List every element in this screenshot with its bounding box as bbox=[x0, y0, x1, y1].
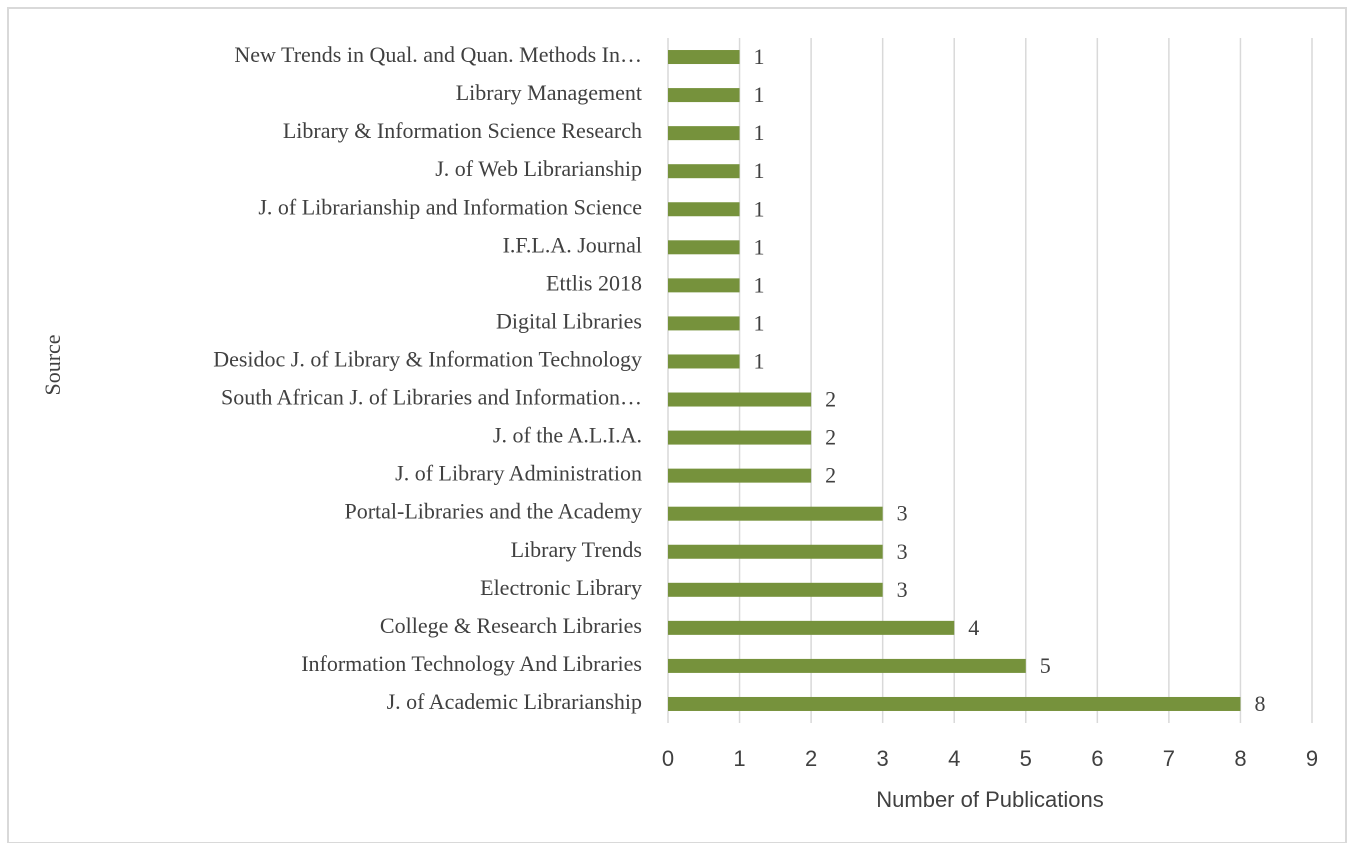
y-tick-label: Library & Information Science Research bbox=[283, 118, 642, 143]
bar bbox=[668, 620, 955, 635]
bar bbox=[668, 658, 1026, 673]
data-label: 1 bbox=[754, 196, 765, 221]
x-tick-label: 1 bbox=[733, 746, 745, 771]
x-tick-label: 6 bbox=[1091, 746, 1103, 771]
y-tick-label: J. of Web Librarianship bbox=[435, 156, 642, 181]
bar bbox=[668, 50, 740, 65]
bar bbox=[668, 240, 740, 255]
data-label: 1 bbox=[754, 82, 765, 107]
bar bbox=[668, 506, 883, 521]
x-axis-label: Number of Publications bbox=[876, 787, 1103, 812]
data-label: 3 bbox=[897, 539, 908, 564]
x-tick-label: 8 bbox=[1234, 746, 1246, 771]
data-label: 1 bbox=[754, 44, 765, 69]
data-label: 5 bbox=[1040, 653, 1051, 678]
data-label: 1 bbox=[754, 349, 765, 374]
data-label: 1 bbox=[754, 234, 765, 259]
x-tick-label: 3 bbox=[877, 746, 889, 771]
bar bbox=[668, 164, 740, 179]
bar bbox=[668, 88, 740, 103]
data-label: 2 bbox=[825, 387, 836, 412]
y-tick-label: Information Technology And Libraries bbox=[301, 651, 642, 676]
data-label: 4 bbox=[968, 615, 979, 640]
data-label: 1 bbox=[754, 120, 765, 145]
x-tick-label: 9 bbox=[1306, 746, 1318, 771]
y-tick-label: Digital Libraries bbox=[496, 308, 642, 333]
y-tick-label: Library Trends bbox=[511, 537, 642, 562]
bar bbox=[668, 468, 812, 483]
x-tick-label: 2 bbox=[805, 746, 817, 771]
x-tick-label: 7 bbox=[1163, 746, 1175, 771]
data-label: 1 bbox=[754, 158, 765, 183]
y-tick-label: Ettlis 2018 bbox=[546, 270, 642, 295]
y-tick-label: J. of Library Administration bbox=[395, 461, 642, 486]
x-tick-label: 0 bbox=[662, 746, 674, 771]
y-axis-label: Source bbox=[40, 334, 65, 395]
data-label: 2 bbox=[825, 425, 836, 450]
bar bbox=[668, 544, 883, 559]
bar bbox=[668, 430, 812, 445]
y-tick-label: J. of the A.L.I.A. bbox=[493, 423, 642, 448]
bar bbox=[668, 126, 740, 141]
data-label: 3 bbox=[897, 577, 908, 602]
x-tick-label: 4 bbox=[948, 746, 960, 771]
y-tick-label: Desidoc J. of Library & Information Tech… bbox=[213, 347, 642, 372]
chart-frame bbox=[7, 7, 1347, 843]
bar bbox=[668, 278, 740, 293]
bar bbox=[668, 316, 740, 331]
bar bbox=[668, 696, 1241, 711]
y-tick-label: Library Management bbox=[456, 80, 642, 105]
y-tick-label: J. of Librarianship and Information Scie… bbox=[258, 194, 642, 219]
data-label: 2 bbox=[825, 463, 836, 488]
y-tick-label: New Trends in Qual. and Quan. Methods In… bbox=[234, 42, 642, 67]
bar bbox=[668, 202, 740, 217]
y-tick-label: Portal-Libraries and the Academy bbox=[344, 499, 642, 524]
y-tick-label: College & Research Libraries bbox=[380, 613, 642, 638]
x-tick-label: 5 bbox=[1020, 746, 1032, 771]
bar bbox=[668, 354, 740, 369]
data-label: 8 bbox=[1254, 691, 1265, 716]
y-tick-label: I.F.L.A. Journal bbox=[503, 232, 642, 257]
data-label: 1 bbox=[754, 310, 765, 335]
y-tick-label: South African J. of Libraries and Inform… bbox=[221, 385, 642, 410]
bar bbox=[668, 582, 883, 597]
y-tick-label: J. of Academic Librarianship bbox=[387, 689, 642, 714]
data-label: 3 bbox=[897, 501, 908, 526]
bar bbox=[668, 392, 812, 407]
data-label: 1 bbox=[754, 272, 765, 297]
y-tick-label: Electronic Library bbox=[480, 575, 642, 600]
